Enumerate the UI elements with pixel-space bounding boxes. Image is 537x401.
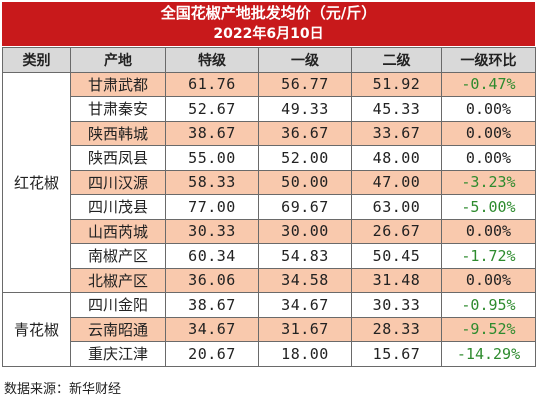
table-row: 陕西韩城 38.67 36.67 33.67 0.00% (3, 120, 536, 146)
table-row: 四川汉源 58.33 50.00 47.00 -3.23% (3, 169, 536, 195)
origin-cell: 四川汉源 (70, 169, 166, 195)
first-price-cell: 50.00 (258, 169, 352, 195)
first-price-cell: 31.67 (258, 316, 352, 342)
change-cell: -9.52% (441, 316, 536, 342)
change-cell: 0.00% (441, 145, 536, 171)
origin-cell: 甘肃武都 (70, 71, 166, 97)
category-green: 青花椒 (2, 292, 71, 367)
origin-cell: 陕西韩城 (70, 120, 166, 146)
first-price-cell: 49.33 (258, 96, 352, 122)
table-title: 全国花椒产地批发均价（元/斤） (160, 4, 377, 22)
special-price-cell: 60.34 (165, 243, 259, 269)
category-red: 红花椒 (2, 71, 71, 293)
origin-cell: 四川茂县 (70, 194, 166, 220)
origin-cell: 北椒产区 (70, 267, 166, 293)
table-row: 陕西凤县 55.00 52.00 48.00 0.00% (3, 145, 536, 171)
second-price-cell: 50.45 (351, 243, 442, 269)
first-price-cell: 34.67 (258, 292, 352, 318)
header-category: 类别 (2, 47, 71, 73)
special-price-cell: 20.67 (165, 341, 259, 367)
first-price-cell: 18.00 (258, 341, 352, 367)
origin-cell: 重庆江津 (70, 341, 166, 367)
special-price-cell: 38.67 (165, 292, 259, 318)
second-price-cell: 28.33 (351, 316, 442, 342)
second-price-cell: 48.00 (351, 145, 442, 171)
origin-cell: 云南昭通 (70, 316, 166, 342)
header-special: 特级 (165, 47, 259, 73)
second-price-cell: 26.67 (351, 218, 442, 244)
second-price-cell: 51.92 (351, 71, 442, 97)
second-price-cell: 63.00 (351, 194, 442, 220)
origin-cell: 南椒产区 (70, 243, 166, 269)
change-cell: -3.23% (441, 169, 536, 195)
table-row: 四川茂县 77.00 69.67 63.00 -5.00% (3, 194, 536, 220)
second-price-cell: 15.67 (351, 341, 442, 367)
table-row: 北椒产区 36.06 34.58 31.48 0.00% (3, 267, 536, 293)
special-price-cell: 52.67 (165, 96, 259, 122)
special-price-cell: 55.00 (165, 145, 259, 171)
first-price-cell: 30.00 (258, 218, 352, 244)
origin-cell: 四川金阳 (70, 292, 166, 318)
first-price-cell: 69.67 (258, 194, 352, 220)
title-banner: 全国花椒产地批发均价（元/斤） 2022年6月10日 (2, 2, 535, 46)
header-change: 一级环比 (441, 47, 536, 73)
first-price-cell: 36.67 (258, 120, 352, 146)
change-cell: -1.72% (441, 243, 536, 269)
special-price-cell: 36.06 (165, 267, 259, 293)
special-price-cell: 30.33 (165, 218, 259, 244)
special-price-cell: 61.76 (165, 71, 259, 97)
special-price-cell: 77.00 (165, 194, 259, 220)
origin-cell: 甘肃秦安 (70, 96, 166, 122)
header-origin: 产地 (70, 47, 166, 73)
change-cell: 0.00% (441, 218, 536, 244)
origin-cell: 山西芮城 (70, 218, 166, 244)
second-price-cell: 45.33 (351, 96, 442, 122)
header-row: 类别 产地 特级 一级 二级 一级环比 (2, 47, 536, 73)
table-row: 山西芮城 30.33 30.00 26.67 0.00% (3, 218, 536, 244)
first-price-cell: 56.77 (258, 71, 352, 97)
header-second: 二级 (351, 47, 442, 73)
price-table: 类别 产地 特级 一级 二级 一级环比 红花椒 甘肃武都 61.76 56.77 51.… (2, 47, 536, 367)
table-row: 红花椒 甘肃武都 61.76 56.77 51.92 -0.47% (2, 71, 536, 293)
table-row: 云南昭通 34.67 31.67 28.33 -9.52% (3, 316, 536, 342)
change-cell: 0.00% (441, 96, 536, 122)
second-price-cell: 30.33 (351, 292, 442, 318)
change-cell: 0.00% (441, 267, 536, 293)
table-row: 甘肃秦安 52.67 49.33 45.33 0.00% (3, 96, 536, 122)
second-price-cell: 31.48 (351, 267, 442, 293)
data-source: 数据来源：新华财经 (4, 382, 122, 397)
table-row: 重庆江津 20.67 18.00 15.67 -14.29% (3, 341, 536, 367)
first-price-cell: 52.00 (258, 145, 352, 171)
second-price-cell: 33.67 (351, 120, 442, 146)
special-price-cell: 34.67 (165, 316, 259, 342)
table-date: 2022年6月10日 (213, 26, 324, 42)
change-cell: 0.00% (441, 120, 536, 146)
change-cell: -0.95% (441, 292, 536, 318)
special-price-cell: 38.67 (165, 120, 259, 146)
first-price-cell: 34.58 (258, 267, 352, 293)
special-price-cell: 58.33 (165, 169, 259, 195)
change-cell: -14.29% (441, 341, 536, 367)
second-price-cell: 47.00 (351, 169, 442, 195)
table-row: 青花椒 四川金阳 38.67 34.67 30.33 -0.95% (2, 292, 536, 367)
header-first: 一级 (258, 47, 352, 73)
change-cell: -5.00% (441, 194, 536, 220)
change-cell: -0.47% (441, 71, 536, 97)
first-price-cell: 54.83 (258, 243, 352, 269)
table-row: 南椒产区 60.34 54.83 50.45 -1.72% (3, 243, 536, 269)
origin-cell: 陕西凤县 (70, 145, 166, 171)
